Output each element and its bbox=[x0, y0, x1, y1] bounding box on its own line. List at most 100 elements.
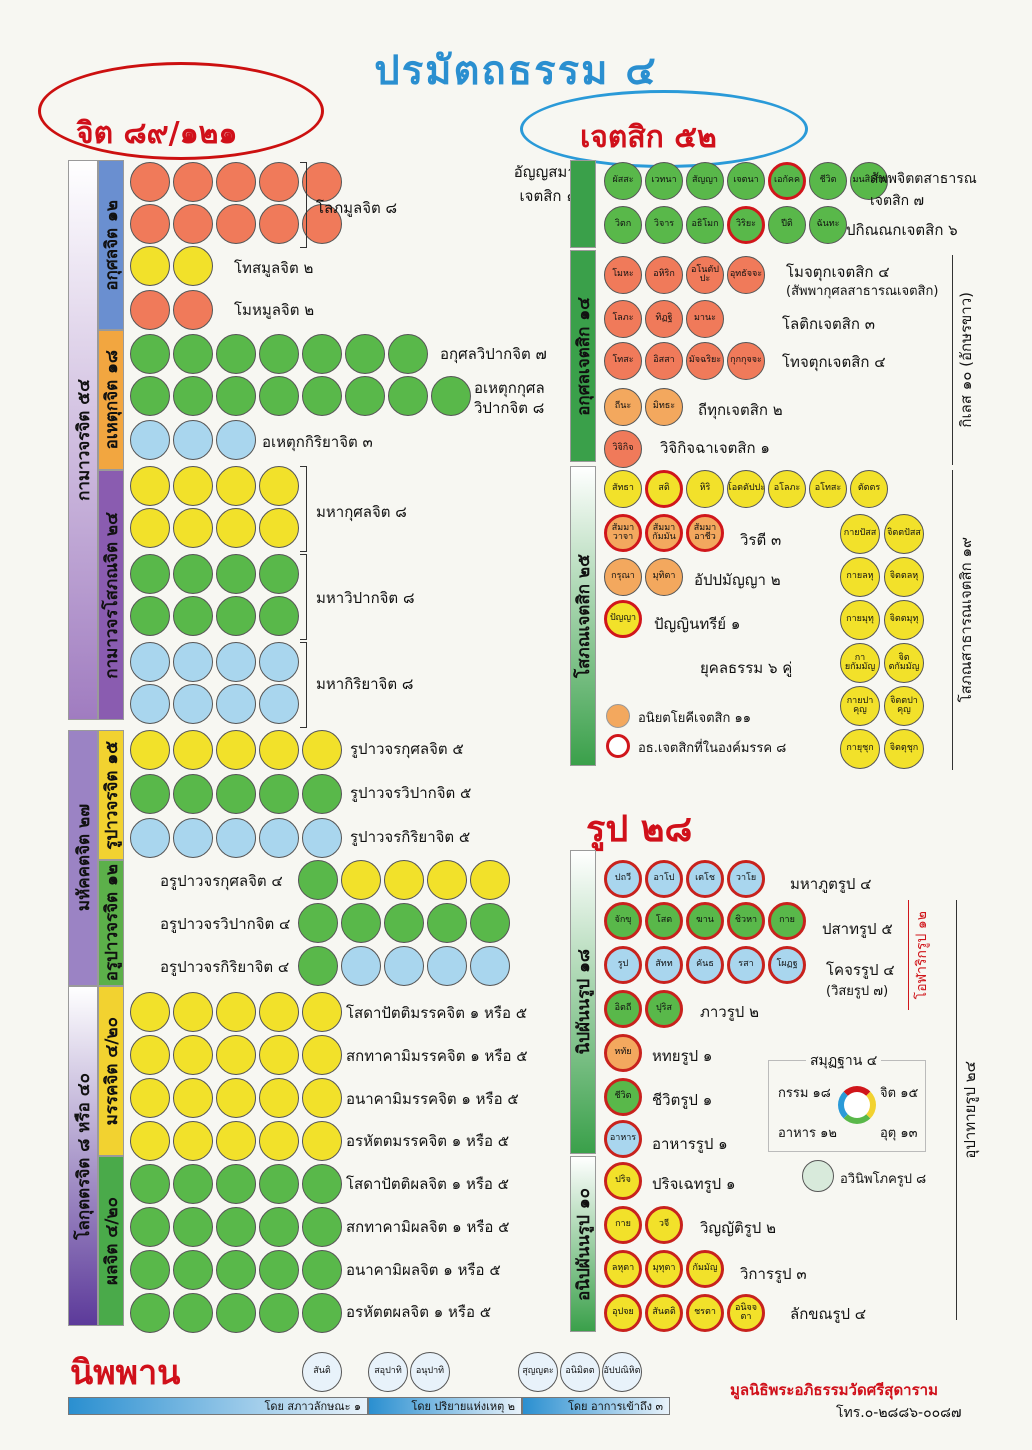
rupa-bhava-1: ปุริส bbox=[645, 990, 683, 1028]
ceta-universal-4: เอกัคค bbox=[768, 162, 806, 200]
rupa-vikara-1: มุทุตา bbox=[645, 1250, 683, 1288]
ceta-yugala-4-text: กายมุทุ bbox=[846, 614, 874, 625]
ceta-lobha-0: โลภะ bbox=[604, 300, 642, 338]
citta-bubble-12-3 bbox=[259, 684, 299, 724]
annasamana-text: อัญญสมาน เจตสิก ๑๓ bbox=[513, 163, 586, 205]
citta-bubble-10-0 bbox=[130, 596, 170, 636]
label-magga-4: อรหัตตมรรคจิต ๑ หรือ ๕ bbox=[346, 1132, 510, 1150]
rupa-lakkhana-2: ชรตา bbox=[686, 1294, 724, 1332]
citta-bubble-14-0 bbox=[130, 774, 170, 814]
lokuttara-bubble-3-0 bbox=[130, 1121, 170, 1161]
rupa-lakkhana-1-text: สันตติ bbox=[652, 1307, 676, 1318]
bar-anipphanna-label: อนิปผันนรูป ๑๐ bbox=[573, 1187, 594, 1301]
ceta-universal-6-text: มนสิการ bbox=[852, 175, 886, 186]
bar-ahetuka-label: อเหตุกจิต ๑๘ bbox=[101, 350, 122, 450]
ceta-dosa-3: กุกกุจจะ bbox=[727, 342, 765, 380]
citta-bubble-5-7 bbox=[431, 376, 471, 416]
rupa-gocara-1-text: สัทท bbox=[655, 959, 673, 970]
ceta-moha-0-text: โมหะ bbox=[612, 269, 634, 280]
citta-bubble-12-2 bbox=[216, 684, 256, 724]
ceta-virati-2-text: สัมมาอาชีว bbox=[693, 522, 717, 542]
label-magga-2: สกทาคามิมรรคจิต ๑ หรือ ๕ bbox=[346, 1047, 528, 1065]
nibbana-item-0-text: สันติ bbox=[313, 1366, 331, 1377]
lokuttara-bubble-4-4 bbox=[302, 1164, 342, 1204]
rupa-ahara-0: อาหาร bbox=[604, 1120, 642, 1158]
footer-bar-1: โดย สภาวลักษณะ ๑ bbox=[68, 1397, 368, 1415]
ceta-yugala-10: กายุชุก bbox=[840, 729, 880, 769]
label-pasada: ปสาทรูป ๕ bbox=[822, 920, 893, 938]
rupa-bhava-0-text: อิตถี bbox=[614, 1003, 632, 1014]
citta-bubble-15-0 bbox=[130, 818, 170, 858]
lokuttara-bubble-5-2 bbox=[216, 1207, 256, 1247]
samutthana-utu: อุตุ ๑๓ bbox=[880, 1126, 918, 1141]
lokuttara-bubble-4-0 bbox=[130, 1164, 170, 1204]
brace-mahavipaka bbox=[300, 554, 307, 640]
citta-bubble-0-2 bbox=[216, 162, 256, 202]
bar-lokuttara: โลกุตตรจิต ๘ หรือ ๔๐ bbox=[68, 986, 98, 1326]
ceta-thina-0: ถีนะ bbox=[604, 388, 642, 426]
arupa-bubble-1-2 bbox=[427, 903, 467, 943]
ceta-particular-5: ฉันทะ bbox=[809, 206, 847, 244]
rupa-pasada-4: กาย bbox=[768, 902, 806, 940]
lokuttara-bubble-2-3 bbox=[259, 1078, 299, 1118]
lokuttara-bubble-5-4 bbox=[302, 1207, 342, 1247]
nibbana-item-5: อัปปณิหิต bbox=[602, 1352, 642, 1392]
lokuttara-bubble-0-1 bbox=[173, 992, 213, 1032]
ceta-particular-0: วิตก bbox=[604, 206, 642, 244]
ceta-particular-3-text: วิริยะ bbox=[736, 219, 756, 230]
citta-bubble-11-3 bbox=[259, 642, 299, 682]
citta-bubble-3-0 bbox=[130, 290, 170, 330]
ceta-yugala-7: จิตตกัมมัญ bbox=[884, 643, 924, 683]
ceta-lobha-0-text: โลภะ bbox=[612, 313, 634, 324]
label-mahabhuta: มหาภูตรูป ๔ bbox=[790, 875, 872, 893]
bar-akusala-cetasika: อกุศลเจตสิก ๑๔ bbox=[570, 250, 596, 462]
rupa-vinnatti-0: กาย bbox=[604, 1206, 642, 1244]
rupa-gocara-3: รสา bbox=[727, 946, 765, 984]
bar-sobhana-cetasika: โสภณเจตสิก ๒๕ bbox=[570, 466, 596, 766]
label-akusala-vipaka: อกุศลวิปากจิต ๗ bbox=[440, 345, 547, 363]
bar-rupavacara: รูปาวจรจิต ๑๕ bbox=[98, 730, 124, 860]
citta-bubble-13-1 bbox=[173, 730, 213, 770]
lokuttara-bubble-3-1 bbox=[173, 1121, 213, 1161]
rupa-gocara-0-text: รูป bbox=[617, 959, 629, 970]
brace-mahakiriya bbox=[300, 642, 307, 728]
side-sobhana-sadharana-label: โสภณสาธารณเจตสิก ๑๙ bbox=[956, 537, 975, 703]
citta-bubble-1-2 bbox=[216, 204, 256, 244]
label-mahavipaka: มหาวิปากจิต ๘ bbox=[316, 589, 415, 607]
ceta-particular-1: วิจาร bbox=[645, 206, 683, 244]
lokuttara-bubble-1-3 bbox=[259, 1035, 299, 1075]
ceta-yugala-7-text: จิตตกัมมัญ bbox=[888, 652, 920, 672]
lokuttara-bubble-1-0 bbox=[130, 1035, 170, 1075]
citta-bubble-2-1 bbox=[173, 246, 213, 286]
rupa-lakkhana-1: สันตติ bbox=[645, 1294, 683, 1332]
lokuttara-bubble-3-3 bbox=[259, 1121, 299, 1161]
ceta-particular-2-text: อธิโมก bbox=[691, 219, 719, 230]
lokuttara-bubble-5-3 bbox=[259, 1207, 299, 1247]
rupa-pasada-1: โสต bbox=[645, 902, 683, 940]
nibbana-item-3: สุญญตะ bbox=[518, 1352, 558, 1392]
ceta-dosa-1-text: อิสสา bbox=[653, 355, 675, 366]
lokuttara-bubble-6-2 bbox=[216, 1250, 256, 1290]
citta-bubble-3-1 bbox=[173, 290, 213, 330]
ceta-yugala-6: กายกัมมัญ bbox=[840, 643, 880, 683]
rupa-hadaya-0: หทัย bbox=[604, 1034, 642, 1072]
citta-bubble-14-1 bbox=[173, 774, 213, 814]
rupa-vinnatti-1: วจี bbox=[645, 1206, 683, 1244]
footer-bar-2-text: โดย ปริยายแห่งเหตุ ๒ bbox=[411, 1400, 515, 1413]
rupa-mahabhuta-2-text: เตโช bbox=[695, 873, 715, 884]
label-mahakiriya: มหากิริยาจิต ๘ bbox=[316, 675, 414, 693]
label-thiduka: ถีทุกเจตสิก ๒ bbox=[698, 401, 783, 419]
bar-mahaggata: มหัคคตจิต ๒๗ bbox=[68, 730, 98, 986]
lokuttara-bubble-6-4 bbox=[302, 1250, 342, 1290]
side-upadaya: อุปาทายรูป ๒๔ bbox=[956, 900, 982, 1320]
arupa-bubble-0-2 bbox=[427, 860, 467, 900]
lokuttara-bubble-7-2 bbox=[216, 1293, 256, 1333]
arupa-bubble-1-0 bbox=[341, 903, 381, 943]
ceta-sobhana-5: อโทสะ bbox=[809, 470, 847, 508]
ceta-universal-3: เจตนา bbox=[727, 162, 765, 200]
citta-bubble-11-2 bbox=[216, 642, 256, 682]
ceta-yugala-10-text: กายุชุก bbox=[846, 743, 874, 754]
rupa-pasada-3-text: ชิวหา bbox=[734, 915, 758, 926]
ceta-particular-2: อธิโมก bbox=[686, 206, 724, 244]
rupa-lakkhana-0-text: อุปจย bbox=[612, 1307, 634, 1318]
